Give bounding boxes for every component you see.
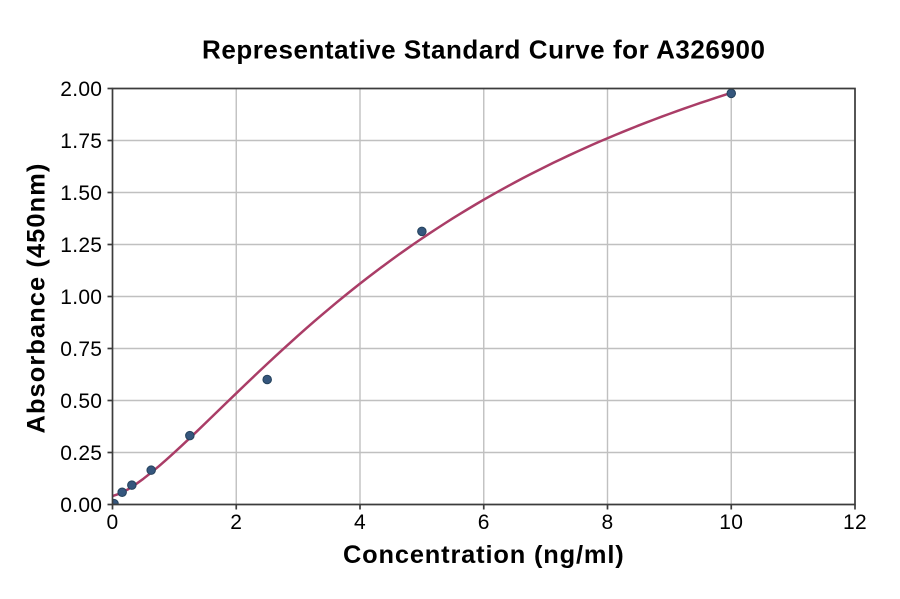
svg-text:1.50: 1.50 bbox=[60, 182, 102, 205]
svg-text:4: 4 bbox=[354, 511, 366, 534]
svg-text:0.75: 0.75 bbox=[60, 338, 102, 361]
svg-text:0.50: 0.50 bbox=[60, 390, 102, 413]
svg-text:1.25: 1.25 bbox=[60, 234, 102, 257]
svg-text:2: 2 bbox=[230, 511, 242, 534]
svg-text:1.75: 1.75 bbox=[60, 130, 102, 153]
svg-text:Absorbance (450nm): Absorbance (450nm) bbox=[23, 163, 51, 434]
svg-text:12: 12 bbox=[843, 511, 867, 534]
svg-text:Representative Standard Curve: Representative Standard Curve for A32690… bbox=[202, 34, 765, 64]
svg-text:Concentration (ng/ml): Concentration (ng/ml) bbox=[343, 541, 625, 569]
svg-text:1.00: 1.00 bbox=[60, 286, 102, 309]
svg-text:6: 6 bbox=[478, 511, 490, 534]
svg-text:8: 8 bbox=[602, 511, 614, 534]
svg-text:2.00: 2.00 bbox=[60, 78, 102, 101]
svg-text:0: 0 bbox=[107, 511, 119, 534]
svg-text:0.00: 0.00 bbox=[60, 494, 102, 517]
svg-text:0.25: 0.25 bbox=[60, 442, 102, 465]
svg-text:10: 10 bbox=[719, 511, 743, 534]
